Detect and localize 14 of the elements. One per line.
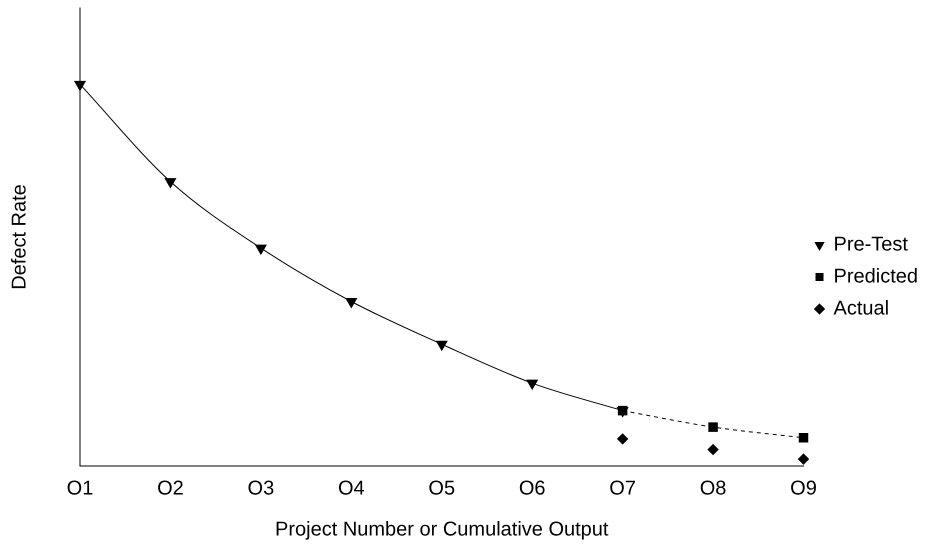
x-tick-label: O4 xyxy=(338,478,365,500)
x-axis-title: Project Number or Cumulative Output xyxy=(275,518,609,541)
legend-label: Pre-Test xyxy=(834,234,908,256)
x-tick-label: O2 xyxy=(157,478,184,500)
legend-label: Predicted xyxy=(834,266,918,288)
x-tick-label: O8 xyxy=(700,478,726,500)
x-tick-label: O7 xyxy=(609,478,636,500)
x-tick-label: O1 xyxy=(66,478,94,500)
x-tick-label: O5 xyxy=(428,478,456,500)
y-axis-title: Defect Rate xyxy=(8,184,31,290)
x-tick-label: O9 xyxy=(790,478,817,500)
x-tick-label: O3 xyxy=(248,478,274,500)
legend-label: Actual xyxy=(834,298,890,320)
x-tick-label: O6 xyxy=(518,478,546,500)
